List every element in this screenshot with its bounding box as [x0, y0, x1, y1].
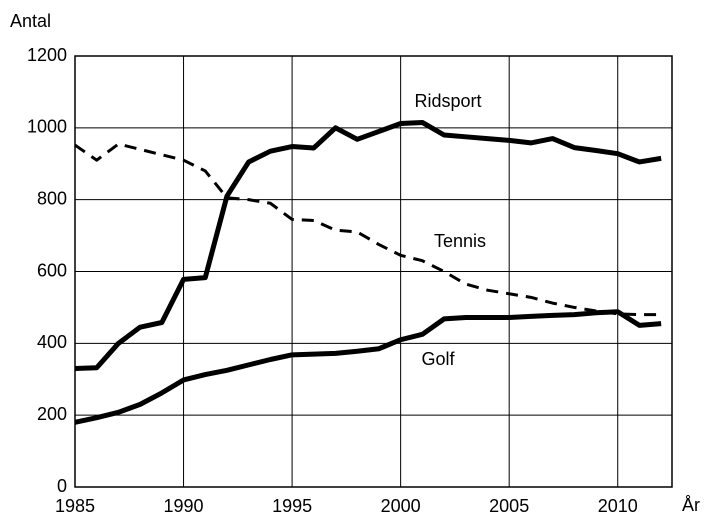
plot-frame [74, 55, 673, 488]
y-tick-label: 1200 [27, 45, 67, 65]
series-label: Ridsport [414, 91, 481, 111]
x-tick-label: 2010 [598, 496, 638, 516]
x-tick-label: 2005 [489, 496, 529, 516]
x-tick-label: 1995 [272, 496, 312, 516]
y-tick-label: 1000 [27, 117, 67, 137]
y-tick-label: 800 [37, 188, 67, 208]
data-line [74, 119, 662, 371]
y-tick-label: 600 [37, 260, 67, 280]
data-line [74, 309, 662, 425]
series-label: Tennis [434, 231, 486, 251]
x-tick-label: 2000 [381, 496, 421, 516]
x-axis-label: År [682, 495, 700, 515]
y-tick-label: 200 [37, 404, 67, 424]
data-line [74, 142, 662, 317]
series-label: Golf [421, 349, 455, 369]
y-axis-label: Antal [10, 11, 51, 31]
x-tick-label: 1985 [55, 496, 95, 516]
x-tick-label: 1990 [164, 496, 204, 516]
y-tick-label: 400 [37, 332, 67, 352]
y-tick-label: 0 [57, 476, 67, 496]
